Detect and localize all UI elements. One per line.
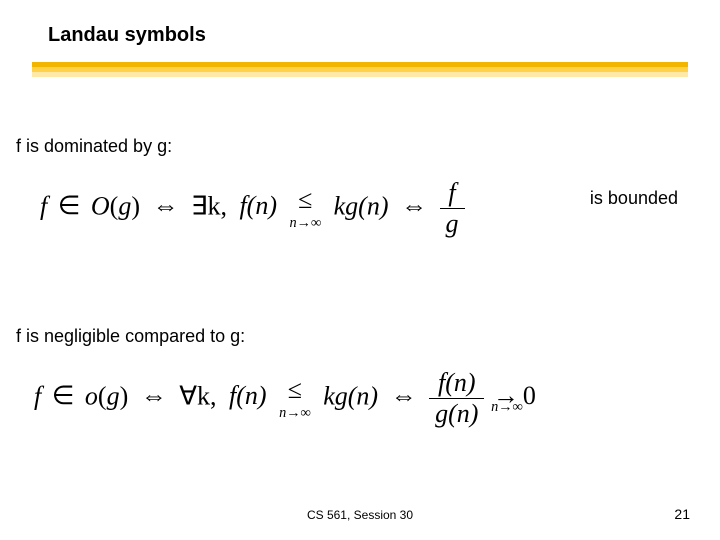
s2-forall: ∀k,: [179, 381, 216, 410]
section1-formula: f ∈ O(g) ⇔ ∃k, f(n) ≤ n→∞ kg(n) ⇔ f g: [40, 178, 465, 239]
section1-heading: f is dominated by g:: [16, 136, 172, 157]
section2-heading: f is negligible compared to g:: [16, 326, 245, 347]
section2-formula: f ∈ o(g) ⇔ ∀k, f(n) ≤ n→∞ kg(n) ⇔ f(n) g…: [34, 368, 536, 429]
s1-iff2: ⇔: [401, 191, 427, 220]
s1-in: ∈: [58, 191, 81, 220]
rule-layer-3: [32, 72, 688, 77]
section1-tail: is bounded: [590, 188, 678, 209]
s2-frac-den: g(n): [429, 398, 484, 429]
s1-f: f: [40, 191, 47, 220]
s2-fraction: f(n) g(n): [429, 368, 484, 429]
s1-frac-den: g: [440, 208, 465, 239]
title-underline: [32, 62, 688, 80]
s2-iff2: ⇔: [391, 381, 417, 410]
s2-frac-num: f(n): [429, 368, 484, 398]
s1-g: g: [118, 191, 131, 220]
page-number: 21: [674, 506, 690, 522]
s1-iff1: ⇔: [153, 191, 179, 220]
s2-fn: f(n): [229, 381, 267, 410]
slide-footer: CS 561, Session 30: [0, 508, 720, 522]
s1-frac-num: f: [440, 178, 465, 208]
s2-leq-sub: n→∞: [279, 405, 311, 422]
s2-iff1: ⇔: [141, 381, 167, 410]
s2-arrow: →n→∞: [493, 381, 519, 410]
s1-fraction: f g: [440, 178, 465, 239]
s2-o: o: [85, 381, 98, 410]
s2-in: ∈: [52, 381, 75, 410]
slide-title: Landau symbols: [48, 24, 206, 47]
s2-f: f: [34, 381, 41, 410]
s2-g: g: [107, 381, 120, 410]
s1-O: O: [91, 191, 110, 220]
s2-leq: ≤ n→∞: [279, 375, 311, 422]
s1-exists: ∃k,: [191, 191, 227, 220]
s1-leq: ≤ n→∞: [290, 185, 322, 232]
s1-leq-sub: n→∞: [290, 215, 322, 232]
s2-kgn: kg(n): [323, 381, 378, 410]
s2-arrow-sub: n→∞: [487, 399, 527, 416]
s1-kgn: kg(n): [334, 191, 389, 220]
s1-fn: f(n): [239, 191, 277, 220]
